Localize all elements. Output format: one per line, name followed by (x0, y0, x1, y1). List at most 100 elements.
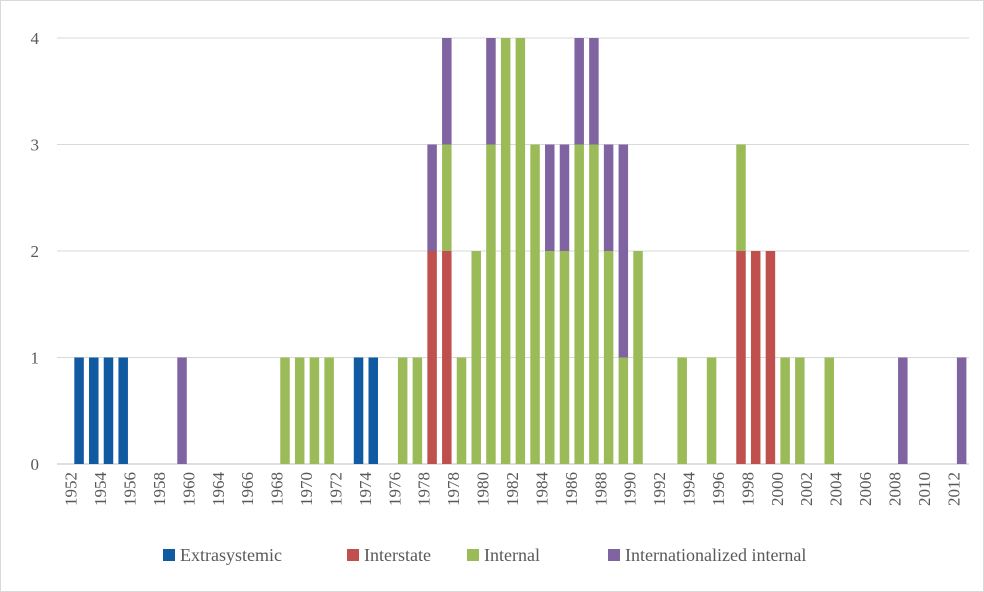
x-tick-label: 1978 (415, 472, 434, 506)
bar-segment (353, 357, 364, 464)
y-tick-label: 0 (31, 455, 40, 474)
x-tick-label: 1998 (738, 472, 757, 506)
bar-segment (706, 357, 717, 464)
x-tick-label: 1956 (121, 472, 140, 506)
x-tick-label: 1980 (474, 472, 493, 506)
bar-segment (486, 38, 496, 145)
x-tick-label: 1966 (238, 472, 257, 506)
bar-segment (89, 357, 99, 464)
bar-segment (427, 251, 437, 464)
x-tick-label: 1982 (503, 472, 522, 506)
x-tick-label: 1952 (62, 472, 81, 506)
bar-segment (442, 251, 452, 464)
bar-segment (294, 357, 305, 464)
x-tick-label: 1970 (297, 472, 316, 506)
bar-segment (486, 144, 496, 464)
x-tick-label: 2012 (944, 472, 963, 506)
x-tick-label: 1994 (680, 472, 699, 507)
y-tick-label: 4 (31, 29, 40, 48)
x-tick-label: 1978 (444, 472, 463, 506)
x-tick-label: 1990 (621, 472, 640, 506)
bar-segment (309, 357, 320, 464)
bar-segment (618, 357, 629, 464)
legend-item: Internal (467, 545, 540, 565)
x-tick-label: 1996 (709, 472, 728, 506)
bar-segment (412, 357, 423, 464)
legend-item: Interstate (347, 545, 431, 565)
bar-segment (677, 357, 687, 464)
x-tick-label: 2010 (915, 472, 934, 506)
bar-segment (795, 357, 805, 464)
bar-segment (545, 144, 555, 251)
bar-segment (456, 357, 467, 464)
x-tick-label: 1974 (356, 472, 375, 507)
bar-segment (750, 251, 761, 464)
y-tick-label: 2 (31, 242, 40, 261)
legend-item: Internationalized internal (608, 545, 806, 565)
bar-segment (633, 251, 643, 464)
gridlines (57, 37, 969, 465)
legend-label: Internal (484, 545, 540, 565)
x-tick-label: 1976 (385, 472, 404, 506)
bar-segment (500, 38, 511, 464)
bar-segment (736, 251, 746, 464)
bar-segment (780, 357, 790, 464)
bar-segment (177, 357, 187, 464)
bar-segment (589, 144, 599, 464)
x-tick-label: 1988 (591, 472, 610, 506)
x-tick-label: 1960 (179, 472, 198, 506)
x-tick-label: 1992 (650, 472, 669, 506)
bar-segment (427, 144, 437, 251)
y-tick-label: 1 (31, 349, 40, 368)
bar-segment (618, 144, 629, 358)
bar-segment (589, 38, 599, 145)
bar-segment (280, 357, 290, 464)
legend: Extrasystemic Interstate Internal Internati… (163, 545, 806, 565)
legend-swatch (467, 549, 479, 561)
legend-label: Interstate (364, 545, 431, 565)
bar-segment (559, 144, 570, 251)
legend-swatch (163, 549, 175, 561)
bar-segment (574, 38, 584, 145)
bar-segment (530, 144, 540, 464)
x-tick-label: 2000 (768, 472, 787, 506)
bar-segment (824, 357, 835, 464)
y-tick-label: 3 (31, 136, 40, 155)
legend-label: Internationalized internal (625, 545, 806, 565)
bar-segment (324, 357, 334, 464)
y-axis: 0 1 2 3 4 (31, 29, 40, 474)
bar-segment (442, 38, 452, 145)
bar-segment (118, 357, 128, 464)
bar-segment (471, 251, 481, 464)
x-tick-label: 1958 (150, 472, 169, 506)
x-tick-label: 2008 (885, 472, 904, 506)
bar-segment (368, 357, 379, 464)
legend-item: Extrasystemic (163, 545, 282, 565)
bar-segment (103, 357, 114, 464)
x-tick-label: 1986 (562, 472, 581, 506)
x-tick-label: 1964 (209, 472, 228, 507)
bar-segment (397, 357, 408, 464)
x-axis: 1952 1954 1956 1958 1960 1964 1966 1968 1970 1972… (62, 472, 964, 507)
bar-segment (603, 144, 614, 251)
x-tick-label: 1968 (268, 472, 287, 506)
x-tick-label: 1972 (326, 472, 345, 506)
x-tick-label: 2006 (856, 472, 875, 506)
bar-segment (74, 357, 84, 464)
x-tick-label: 2002 (797, 472, 816, 506)
bar-segment (898, 357, 908, 464)
bar-segment (515, 38, 526, 464)
legend-swatch (608, 549, 620, 561)
bar-segment (559, 251, 570, 464)
bar-segment (956, 357, 967, 464)
x-tick-label: 1954 (91, 472, 110, 507)
bar-segment (765, 251, 776, 464)
bar-segment (442, 144, 452, 251)
bar-segment (603, 251, 614, 464)
x-tick-label: 1984 (532, 472, 551, 507)
bar-segment (574, 144, 584, 464)
bars (74, 38, 967, 464)
bar-segment (545, 251, 555, 464)
